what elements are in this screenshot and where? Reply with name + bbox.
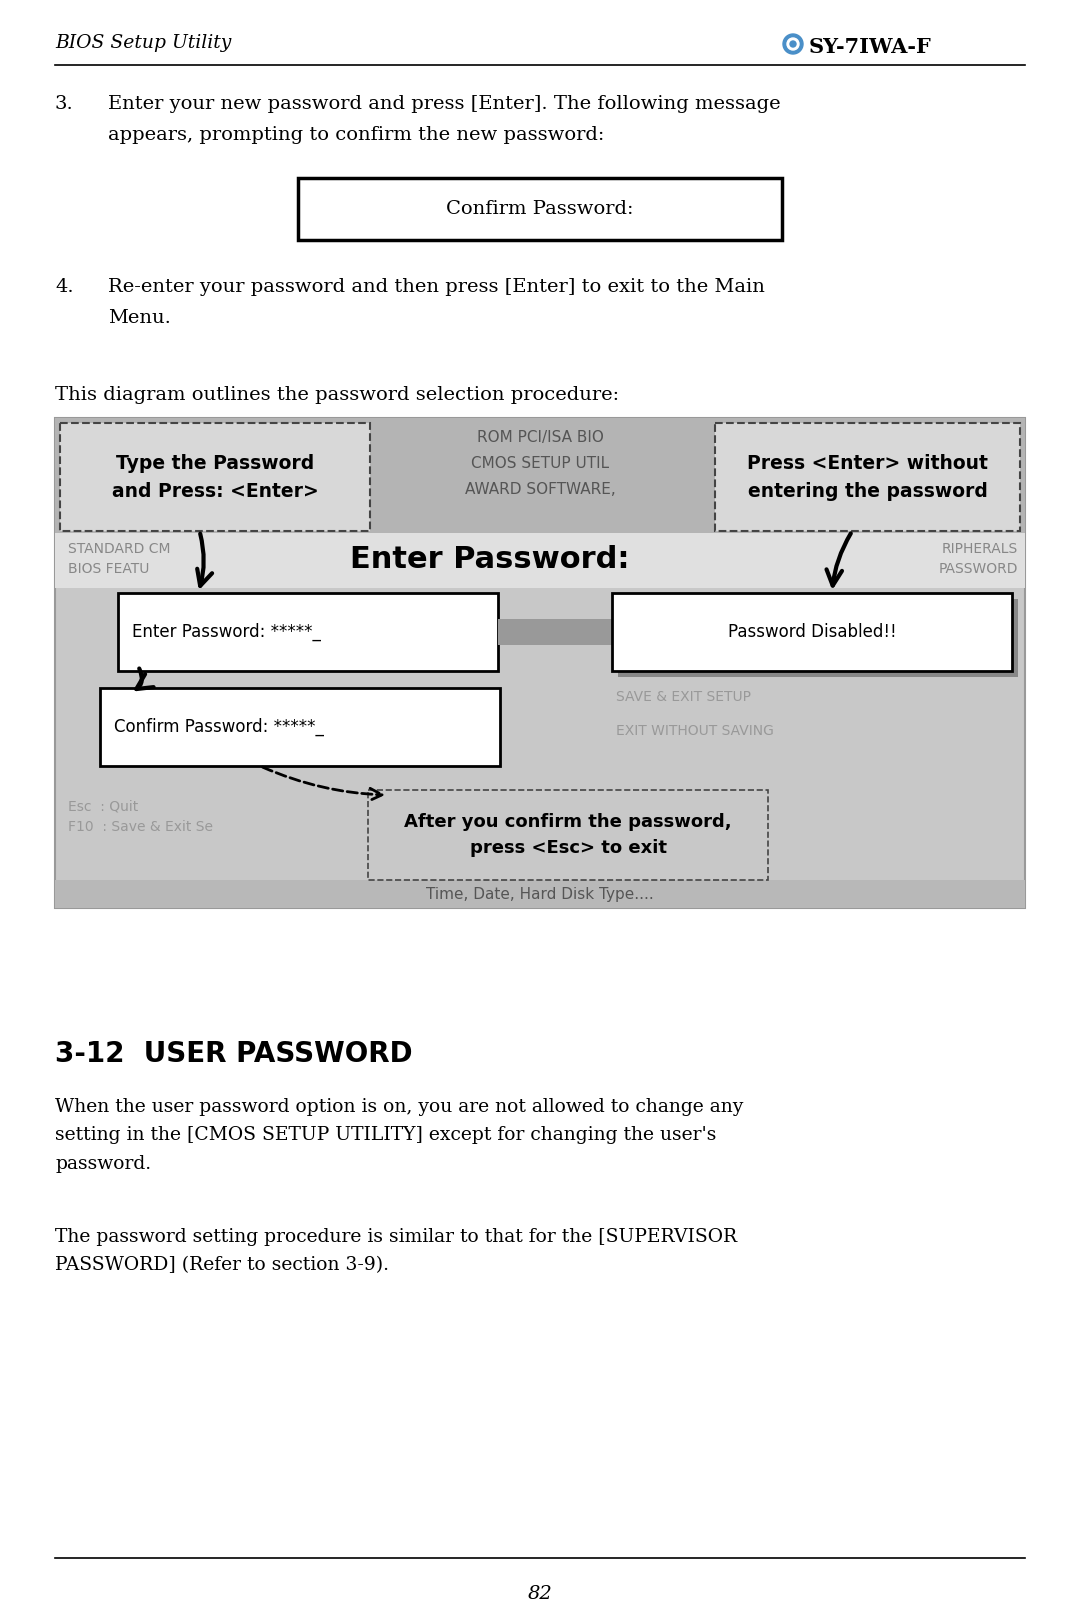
Circle shape: [789, 40, 796, 47]
Text: F10  : Save & Exit Se: F10 : Save & Exit Se: [68, 820, 213, 833]
Text: BIOS FEATU: BIOS FEATU: [68, 561, 149, 576]
Text: 82: 82: [528, 1586, 552, 1603]
Bar: [55, 417, 1025, 908]
Text: SY-7IWA-F: SY-7IWA-F: [809, 37, 932, 57]
Bar: [715, 422, 1020, 531]
Text: Time, Date, Hard Disk Type....: Time, Date, Hard Disk Type....: [427, 887, 653, 901]
Bar: [55, 532, 1025, 587]
Text: Re-enter your password and then press [Enter] to exit to the Main
Menu.: Re-enter your password and then press [E…: [108, 278, 765, 327]
Text: Password Disabled!!: Password Disabled!!: [728, 623, 896, 641]
Bar: [498, 620, 612, 646]
Text: 3-12  USER PASSWORD: 3-12 USER PASSWORD: [55, 1040, 413, 1068]
Text: When the user password option is on, you are not allowed to change any
setting i: When the user password option is on, you…: [55, 1099, 743, 1173]
Text: This diagram outlines the password selection procedure:: This diagram outlines the password selec…: [55, 387, 619, 404]
Text: Enter Password:: Enter Password:: [350, 545, 630, 573]
Text: The password setting procedure is similar to that for the [SUPERVISOR
PASSWORD] : The password setting procedure is simila…: [55, 1228, 738, 1275]
Text: Enter your new password and press [Enter]. The following message
appears, prompt: Enter your new password and press [Enter…: [108, 95, 781, 144]
Text: AWARD SOFTWARE,: AWARD SOFTWARE,: [464, 482, 616, 497]
Text: STANDARD CM: STANDARD CM: [68, 542, 171, 557]
Text: Esc  : Quit: Esc : Quit: [68, 799, 138, 812]
Circle shape: [783, 34, 804, 53]
Text: Confirm Password:: Confirm Password:: [446, 201, 634, 218]
Text: 4.: 4.: [55, 278, 73, 296]
Bar: [100, 688, 500, 765]
Bar: [298, 178, 782, 239]
Bar: [368, 790, 768, 880]
Text: PASSWORD: PASSWORD: [939, 561, 1018, 576]
Bar: [618, 599, 1018, 676]
Text: Type the Password
and Press: <Enter>: Type the Password and Press: <Enter>: [111, 453, 319, 500]
Bar: [118, 594, 498, 671]
Bar: [55, 417, 1025, 532]
Text: Press <Enter> without
entering the password: Press <Enter> without entering the passw…: [747, 453, 988, 500]
Text: 3.: 3.: [55, 95, 73, 113]
Text: SAVE & EXIT SETUP: SAVE & EXIT SETUP: [616, 689, 751, 704]
Text: After you confirm the password,
press <Esc> to exit: After you confirm the password, press <E…: [404, 812, 732, 858]
Text: CMOS SETUP UTIL: CMOS SETUP UTIL: [471, 456, 609, 471]
Bar: [612, 594, 1012, 671]
Text: RIPHERALS: RIPHERALS: [942, 542, 1018, 557]
Text: ROM PCI/ISA BIO: ROM PCI/ISA BIO: [476, 430, 604, 445]
Text: Enter Password: *****_: Enter Password: *****_: [132, 623, 321, 641]
Text: Confirm Password: *****_: Confirm Password: *****_: [114, 718, 324, 736]
Text: EXIT WITHOUT SAVING: EXIT WITHOUT SAVING: [616, 723, 774, 738]
Bar: [55, 880, 1025, 908]
Bar: [60, 422, 370, 531]
Text: BIOS Setup Utility: BIOS Setup Utility: [55, 34, 231, 52]
Circle shape: [787, 37, 799, 50]
